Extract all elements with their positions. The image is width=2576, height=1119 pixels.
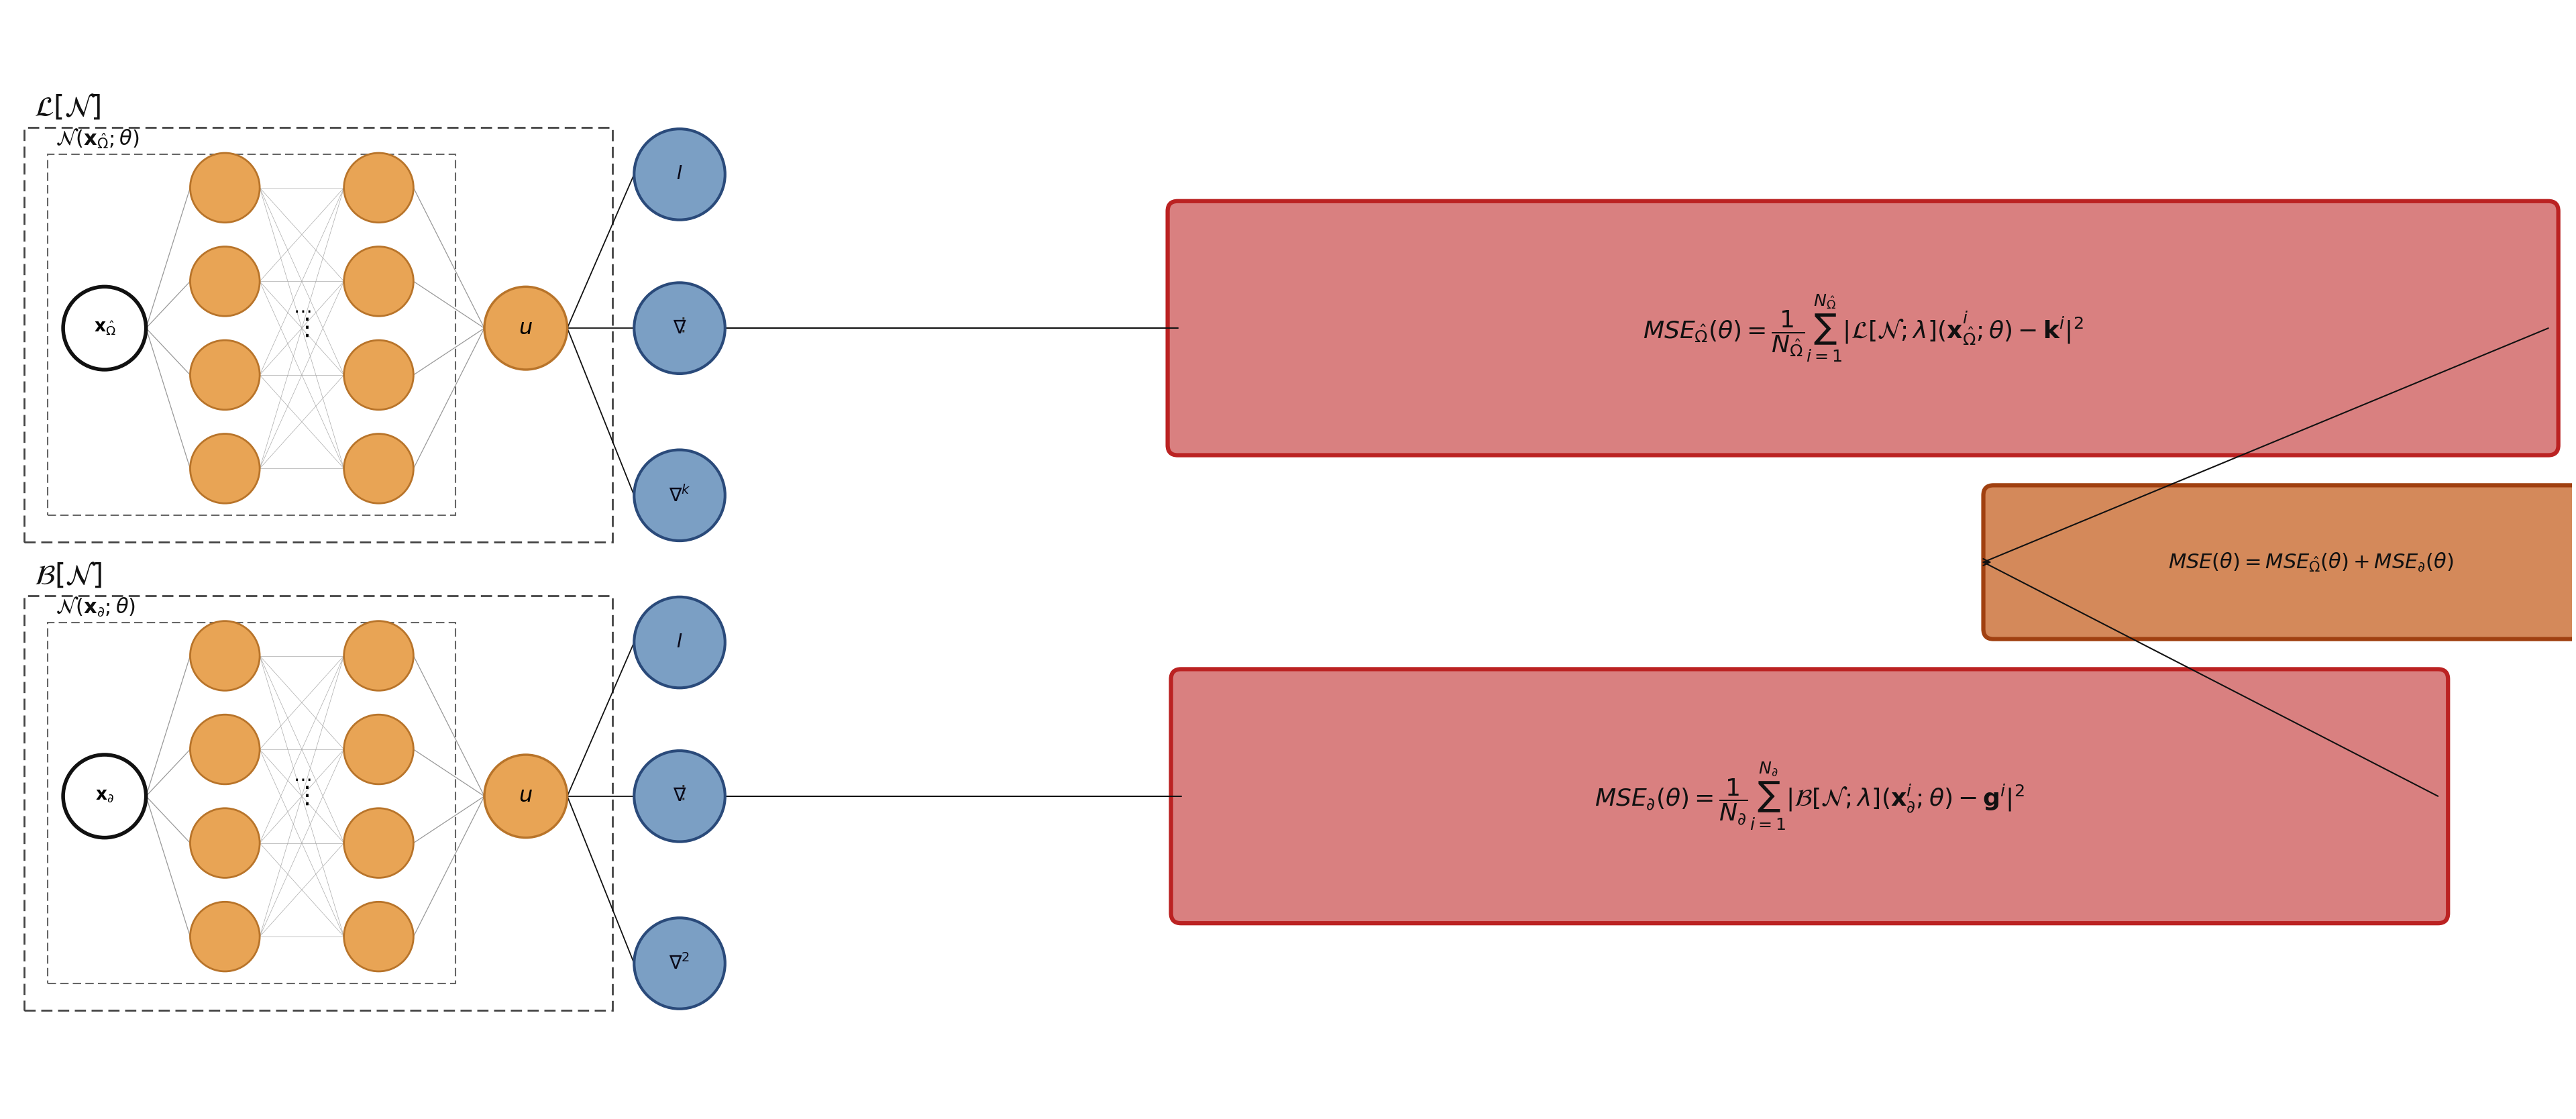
Text: $\nabla$: $\nabla$ bbox=[672, 319, 688, 337]
Text: $\cdots$: $\cdots$ bbox=[294, 770, 312, 789]
Circle shape bbox=[345, 621, 415, 690]
Circle shape bbox=[191, 246, 260, 317]
Text: $\vdots$: $\vdots$ bbox=[675, 316, 685, 335]
Text: $u$: $u$ bbox=[518, 786, 533, 807]
Circle shape bbox=[345, 808, 415, 877]
Text: $u$: $u$ bbox=[518, 318, 533, 339]
Text: $\nabla^2$: $\nabla^2$ bbox=[670, 953, 690, 974]
Text: $\mathcal{B}[\mathcal{N}]$: $\mathcal{B}[\mathcal{N}]$ bbox=[33, 562, 103, 590]
Text: $\cdots$: $\cdots$ bbox=[294, 302, 312, 321]
Text: $\vdots$: $\vdots$ bbox=[294, 784, 309, 808]
Text: $I$: $I$ bbox=[677, 166, 683, 184]
FancyBboxPatch shape bbox=[1167, 201, 2558, 455]
Text: $\mathcal{N}(\mathbf{x}_{\hat{\Omega}};\theta)$: $\mathcal{N}(\mathbf{x}_{\hat{\Omega}};\… bbox=[57, 128, 139, 150]
Circle shape bbox=[345, 340, 415, 410]
FancyBboxPatch shape bbox=[1984, 486, 2576, 639]
Circle shape bbox=[634, 751, 724, 841]
Text: $\mathcal{L}[\mathcal{N}]$: $\mathcal{L}[\mathcal{N}]$ bbox=[33, 94, 100, 122]
FancyBboxPatch shape bbox=[1172, 669, 2447, 923]
Circle shape bbox=[345, 434, 415, 504]
Text: $\nabla$: $\nabla$ bbox=[672, 787, 688, 806]
Circle shape bbox=[191, 153, 260, 223]
Circle shape bbox=[484, 286, 567, 369]
Text: $\nabla^k$: $\nabla^k$ bbox=[670, 485, 690, 506]
Circle shape bbox=[484, 754, 567, 838]
Circle shape bbox=[634, 596, 724, 688]
Circle shape bbox=[345, 246, 415, 317]
Text: $\mathcal{N}(\mathbf{x}_{\partial};\theta)$: $\mathcal{N}(\mathbf{x}_{\partial};\thet… bbox=[57, 595, 137, 619]
Text: $MSE_{\hat{\Omega}}(\theta)=\dfrac{1}{N_{\hat{\Omega}}}\sum_{i=1}^{N_{\hat{\Omeg: $MSE_{\hat{\Omega}}(\theta)=\dfrac{1}{N_… bbox=[1643, 293, 2084, 364]
Circle shape bbox=[345, 715, 415, 784]
Circle shape bbox=[191, 621, 260, 690]
Text: $I$: $I$ bbox=[677, 633, 683, 651]
Circle shape bbox=[634, 918, 724, 1009]
Text: $MSE(\theta)=MSE_{\hat{\Omega}}(\theta)+MSE_{\partial}(\theta)$: $MSE(\theta)=MSE_{\hat{\Omega}}(\theta)+… bbox=[2169, 551, 2455, 573]
Circle shape bbox=[634, 283, 724, 374]
Circle shape bbox=[191, 808, 260, 877]
Circle shape bbox=[634, 129, 724, 219]
Circle shape bbox=[191, 340, 260, 410]
Circle shape bbox=[191, 902, 260, 971]
Text: $\vdots$: $\vdots$ bbox=[675, 783, 685, 802]
Circle shape bbox=[64, 286, 147, 369]
Circle shape bbox=[64, 754, 147, 838]
Circle shape bbox=[191, 715, 260, 784]
Text: $MSE_{\partial}(\theta)=\dfrac{1}{N_{\partial}}\sum_{i=1}^{N_{\partial}}|\mathca: $MSE_{\partial}(\theta)=\dfrac{1}{N_{\pa… bbox=[1595, 761, 2025, 831]
Text: $\mathbf{x}_{\partial}$: $\mathbf{x}_{\partial}$ bbox=[95, 788, 113, 805]
Circle shape bbox=[345, 902, 415, 971]
Text: $\vdots$: $\vdots$ bbox=[294, 317, 309, 339]
Circle shape bbox=[191, 434, 260, 504]
Circle shape bbox=[345, 153, 415, 223]
Text: $\mathbf{x}_{\hat{\Omega}}$: $\mathbf{x}_{\hat{\Omega}}$ bbox=[93, 320, 116, 337]
Circle shape bbox=[634, 450, 724, 540]
